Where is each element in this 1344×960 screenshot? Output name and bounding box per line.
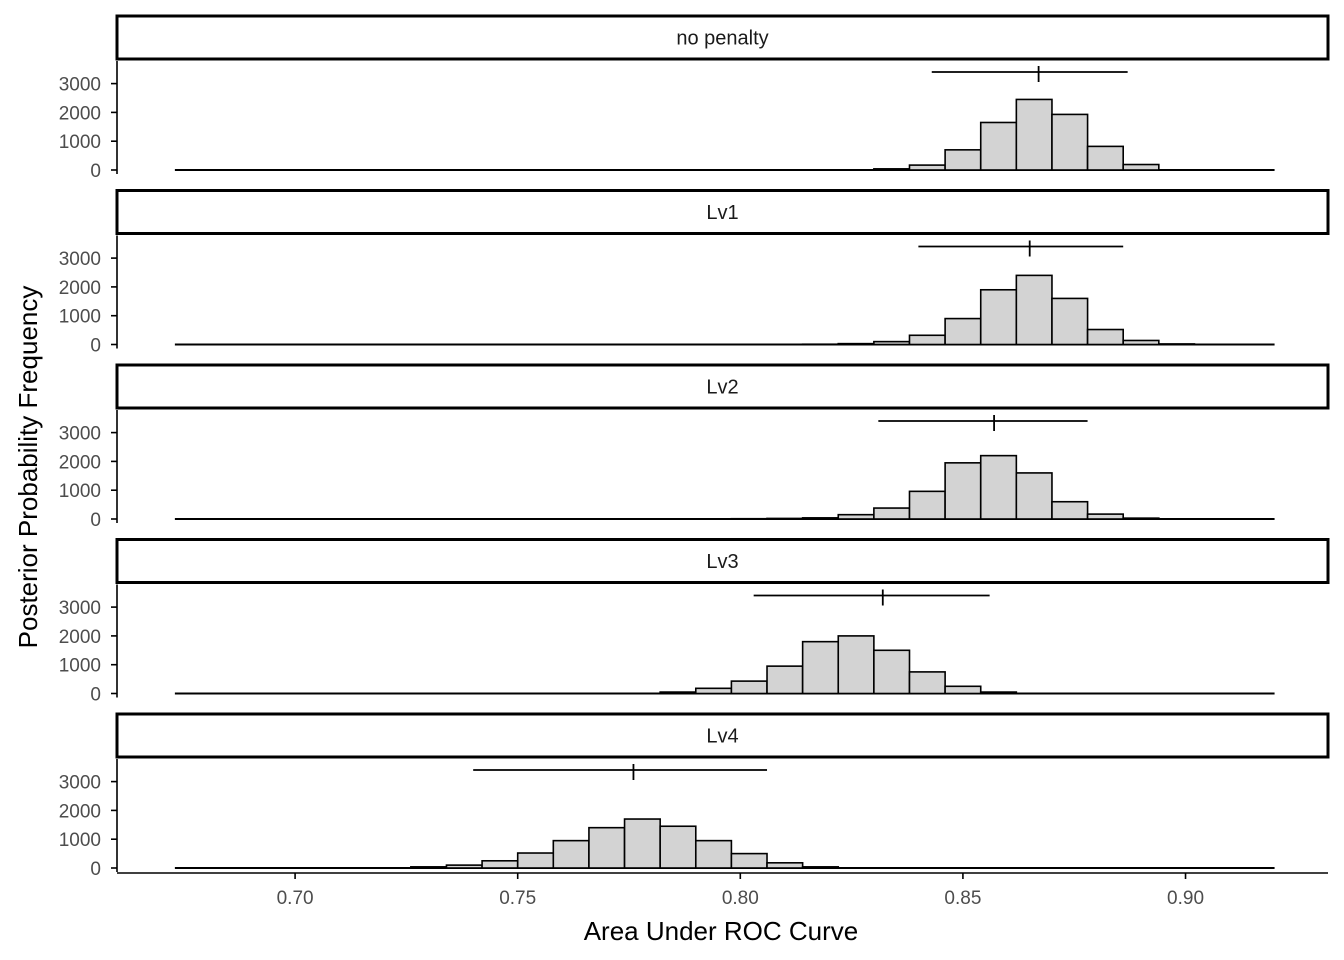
y-tick-label: 2000 — [59, 452, 101, 473]
histogram-bar — [979, 691, 1018, 695]
facet-strip-label: Lv2 — [706, 377, 738, 399]
histogram-bar — [659, 825, 697, 869]
y-tick-label: 1000 — [59, 830, 101, 851]
y-tick-label: 1000 — [59, 481, 101, 502]
facet-strip — [115, 14, 1330, 61]
histogram-bar — [873, 649, 911, 695]
x-tick-label: 0.80 — [722, 888, 759, 909]
y-tick-label: 3000 — [59, 598, 101, 619]
histogram-bar — [445, 864, 483, 869]
histogram-bar — [873, 507, 911, 520]
histogram-bar — [837, 342, 875, 346]
facet-panel: Lv2 0 1000 2000 3000 — [59, 363, 1330, 531]
histogram-bar — [873, 168, 911, 171]
histogram-bar — [1051, 297, 1089, 346]
x-axis-title: Area Under ROC Curve — [584, 916, 859, 946]
y-tick-label: 3000 — [59, 773, 101, 794]
y-tick-label: 0 — [90, 510, 101, 531]
histogram-bar — [1158, 343, 1196, 346]
facet-panel: Lv1 0 1000 2000 3000 — [59, 189, 1330, 357]
histogram-bar — [659, 691, 697, 695]
histogram-bar — [623, 818, 661, 869]
histogram-bar — [1122, 517, 1160, 520]
facet-panel: Lv4 0 1000 2000 3000 — [59, 712, 1330, 880]
histogram-bar — [516, 852, 555, 869]
histogram-bar — [801, 640, 840, 695]
histogram-bar — [801, 866, 840, 869]
x-tick-label: 0.85 — [944, 888, 981, 909]
histogram-bar — [873, 340, 911, 346]
x-tick-label: 0.70 — [277, 888, 314, 909]
y-tick-label: 1000 — [59, 132, 101, 153]
histogram-bar — [1015, 98, 1053, 171]
histogram-bar — [588, 826, 626, 869]
histogram-bar — [837, 513, 875, 520]
histogram-bar — [1051, 500, 1089, 520]
facet-panel: Lv3 0 1000 2000 3000 — [59, 538, 1330, 706]
facet-strip-label: Lv3 — [706, 551, 738, 573]
facet-strip-label: Lv4 — [706, 726, 738, 748]
histogram-bar — [801, 517, 840, 520]
histogram-bar — [766, 665, 804, 695]
y-tick-label: 2000 — [59, 103, 101, 124]
x-tick-label: 0.75 — [499, 888, 536, 909]
histogram-bar — [1122, 163, 1160, 171]
y-tick-label: 3000 — [59, 249, 101, 270]
y-tick-label: 1000 — [59, 656, 101, 677]
histogram-bar — [944, 462, 982, 520]
histogram-bar — [908, 164, 946, 171]
facet-strip — [115, 538, 1330, 584]
histogram-bar — [694, 687, 733, 695]
histogram-bar — [730, 852, 768, 869]
histogram-bar — [979, 288, 1018, 346]
histogram-bar — [552, 839, 590, 869]
histogram-bar — [481, 859, 519, 869]
histogram-bar — [1015, 274, 1053, 346]
histogram-bar — [1086, 513, 1124, 520]
y-tick-label: 0 — [90, 685, 101, 706]
y-tick-label: 3000 — [59, 424, 101, 445]
y-tick-label: 2000 — [59, 801, 101, 822]
histogram-bar — [944, 149, 982, 171]
histogram-bar — [979, 121, 1018, 171]
histogram-bar — [410, 866, 448, 869]
histogram-bar — [1051, 113, 1089, 171]
y-tick-label: 1000 — [59, 307, 101, 328]
facet-strip — [115, 363, 1330, 410]
histogram-bar — [766, 517, 804, 520]
facet-strip-label: Lv1 — [706, 202, 738, 224]
y-tick-label: 2000 — [59, 278, 101, 299]
histogram-bar — [1122, 339, 1160, 346]
y-tick-label: 0 — [90, 336, 101, 357]
histogram-bar — [979, 454, 1018, 520]
histogram-bar — [837, 635, 875, 695]
histogram-bar — [908, 671, 946, 695]
facet-strip — [115, 712, 1330, 759]
facet-strip — [115, 189, 1330, 235]
histogram-bar — [694, 839, 733, 869]
facet-panel: no penalty 0 1000 2000 3000 — [59, 14, 1330, 182]
histogram-bar — [1086, 328, 1124, 346]
facet-strip-label: no penalty — [676, 28, 768, 50]
x-tick-label: 0.90 — [1167, 888, 1204, 909]
y-tick-label: 3000 — [59, 75, 101, 96]
histogram-bar — [1015, 472, 1053, 520]
histogram-bar — [1086, 145, 1124, 171]
y-tick-label: 0 — [90, 859, 101, 880]
histogram-bar — [766, 862, 804, 869]
histogram-bar — [944, 685, 982, 695]
y-tick-label: 0 — [90, 161, 101, 182]
y-tick-label: 2000 — [59, 627, 101, 648]
histogram-bar — [908, 334, 946, 346]
histogram-bar — [730, 680, 768, 695]
histogram-bar — [908, 490, 946, 520]
histogram-bar — [944, 317, 982, 346]
y-axis-title: Posterior Probability Frequency — [13, 286, 43, 649]
